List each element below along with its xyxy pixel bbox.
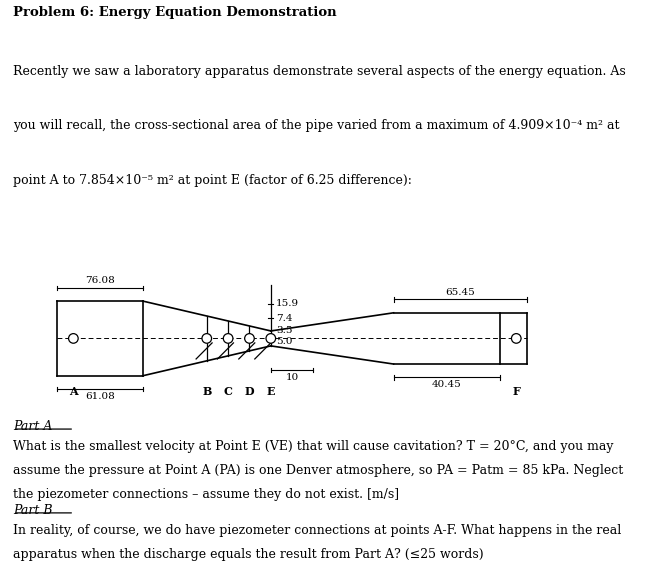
Text: Problem 6: Energy Equation Demonstration: Problem 6: Energy Equation Demonstration [13,6,337,19]
Text: B: B [202,386,211,397]
Text: D: D [245,386,254,397]
Text: 40.45: 40.45 [432,380,462,389]
Text: point A to 7.854×10⁻⁵ m² at point E (factor of 6.25 difference):: point A to 7.854×10⁻⁵ m² at point E (fac… [13,174,412,187]
Text: A: A [69,386,77,397]
Text: C: C [223,386,233,397]
Text: the piezometer connections – assume they do not exist. [m/s]: the piezometer connections – assume they… [13,488,400,501]
Text: 5.0: 5.0 [276,336,293,346]
Text: assume the pressure at Point A (PA) is one Denver atmosphere, so PA = Patm = 85 : assume the pressure at Point A (PA) is o… [13,464,624,477]
Text: 7.4: 7.4 [276,313,293,323]
Text: Part B: Part B [13,504,53,516]
Text: 76.08: 76.08 [85,276,115,285]
Text: E: E [267,386,275,397]
Text: you will recall, the cross-sectional area of the pipe varied from a maximum of 4: you will recall, the cross-sectional are… [13,120,620,132]
Circle shape [202,334,211,343]
Text: Recently we saw a laboratory apparatus demonstrate several aspects of the energy: Recently we saw a laboratory apparatus d… [13,65,626,78]
Text: 15.9: 15.9 [276,299,299,308]
Circle shape [266,334,275,343]
Text: apparatus when the discharge equals the result from Part A? (≤25 words): apparatus when the discharge equals the … [13,548,484,561]
Text: F: F [512,386,520,397]
Text: In reality, of course, we do have piezometer connections at points A-F. What hap: In reality, of course, we do have piezom… [13,524,622,537]
Text: 3.5: 3.5 [276,326,293,335]
Text: 61.08: 61.08 [85,392,115,401]
Circle shape [69,334,78,343]
Circle shape [512,334,521,343]
Circle shape [245,334,254,343]
Text: What is the smallest velocity at Point E (VE) that will cause cavitation? T = 20: What is the smallest velocity at Point E… [13,440,614,453]
Text: 65.45: 65.45 [446,288,475,297]
Text: 10: 10 [285,373,299,382]
Circle shape [223,334,233,343]
Text: Part A: Part A [13,420,53,433]
